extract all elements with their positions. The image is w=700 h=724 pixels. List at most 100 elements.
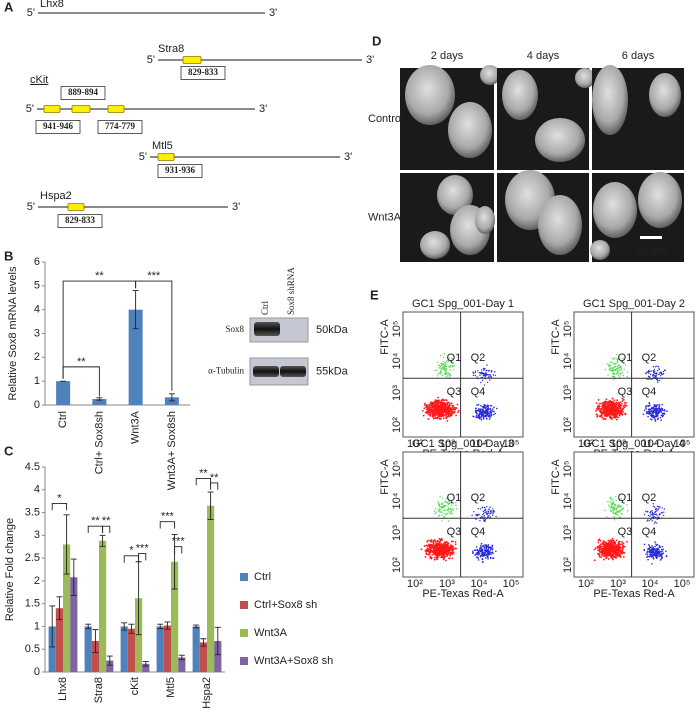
flow-event [439, 541, 441, 543]
flow-event [479, 408, 482, 410]
flow-event [447, 411, 450, 414]
flow-event [655, 410, 658, 412]
flow-event [611, 361, 613, 363]
flow-event [440, 511, 443, 514]
site-box [60, 86, 106, 100]
flow-event [436, 369, 438, 371]
flow-event [605, 398, 608, 401]
flow-event [621, 397, 624, 400]
flow-event [490, 548, 493, 550]
y-tick-label: 5 [34, 280, 40, 292]
flow-event [446, 554, 449, 556]
flow-event [428, 406, 431, 409]
row-label: Control [368, 113, 403, 125]
flow-event [596, 545, 599, 548]
flow-event [618, 504, 620, 506]
flow-event [431, 413, 434, 416]
flow-event [659, 553, 661, 556]
flow-event [434, 416, 437, 419]
y-tick-label: 10⁵ [562, 461, 574, 478]
flow-event [475, 416, 477, 419]
flow-event [615, 509, 617, 511]
flow-event [595, 409, 597, 412]
flow-event [489, 407, 492, 410]
flow-event [616, 359, 619, 361]
flow-event [446, 420, 449, 422]
flow-event [656, 515, 658, 517]
flow-event [648, 547, 651, 550]
flow-event [604, 418, 607, 420]
flow-event [479, 520, 481, 522]
flow-event [610, 361, 612, 364]
flow-event [438, 515, 440, 517]
flow-event [436, 417, 439, 420]
flow-event [483, 515, 486, 517]
flow-event [483, 405, 486, 407]
flow-event [608, 552, 611, 555]
flow-event [448, 511, 450, 513]
flow-event [442, 365, 444, 368]
y-tick-label: 0.5 [25, 643, 40, 655]
flow-event [605, 556, 608, 559]
flow-event [601, 416, 604, 419]
flow-event [454, 543, 457, 546]
panel-label: B [4, 248, 13, 263]
flow-event [617, 365, 619, 368]
flow-event [448, 359, 450, 362]
flow-event [431, 407, 433, 410]
flow-event [655, 408, 658, 411]
blot-size: 50kDa [316, 324, 349, 336]
flow-event [608, 545, 611, 548]
flow-event [448, 357, 451, 359]
flow-event [442, 367, 444, 370]
flow-event [432, 551, 435, 554]
flow-event [652, 374, 655, 376]
flow-event [649, 373, 652, 376]
flow-event [613, 378, 615, 381]
panel-label: C [4, 443, 14, 458]
y-tick-label: 10⁴ [562, 492, 574, 509]
flow-event [438, 367, 441, 369]
flow-events [595, 353, 668, 422]
flow-event [657, 417, 660, 420]
flow-event [625, 404, 628, 407]
flow-event [479, 547, 481, 550]
flow-event [440, 415, 443, 417]
flow-event [626, 540, 628, 543]
flow-event [486, 413, 489, 416]
x-tick-label: 10³ [439, 578, 455, 590]
error-bar [157, 623, 164, 630]
flow-event [479, 374, 481, 377]
site-label: 931-936 [165, 165, 195, 175]
flow-event [611, 407, 613, 409]
flow-event [619, 552, 622, 555]
flow-event [650, 414, 652, 417]
flow-event [437, 502, 440, 505]
flow-event [650, 413, 653, 415]
flow-event [609, 399, 611, 402]
flow-event [439, 410, 442, 413]
flow-event [440, 510, 443, 512]
blot-band [253, 366, 279, 377]
y-tick-label: 4 [34, 484, 40, 496]
flow-event [651, 511, 654, 514]
flow-event [481, 414, 483, 417]
flow-event [617, 364, 620, 367]
flow-event [619, 401, 622, 404]
significance-label: * [129, 545, 134, 557]
flow-event [660, 558, 663, 560]
flow-event [429, 414, 432, 417]
flow-event [645, 553, 647, 555]
flow-event [436, 547, 439, 550]
flow-event [662, 548, 665, 551]
flow-event [664, 369, 667, 371]
flow-event [619, 546, 622, 548]
x-tick-label: Ctrl+ Sox8sh [93, 411, 105, 474]
flow-event [620, 370, 622, 372]
flow-event [433, 548, 436, 551]
flow-event [494, 374, 496, 377]
flow-event [448, 550, 450, 553]
error-bar [49, 605, 56, 648]
flow-event [432, 547, 435, 550]
flow-event [482, 367, 485, 370]
